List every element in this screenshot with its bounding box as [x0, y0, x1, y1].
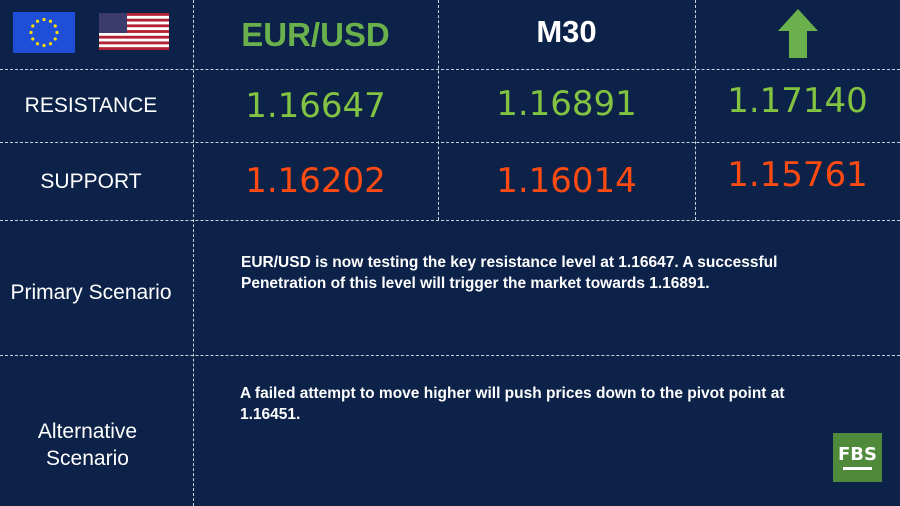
primary-scenario-label: Primary Scenario — [10, 281, 172, 304]
divider — [0, 355, 900, 356]
divider — [438, 0, 439, 220]
currency-pair: EUR/USD — [241, 15, 390, 53]
support-label: SUPPORT — [40, 170, 142, 193]
support-2: 1.16014 — [496, 161, 637, 201]
logo-text: FBS — [838, 443, 877, 465]
logo-underline — [843, 466, 872, 470]
eu-flag-icon — [13, 12, 75, 53]
support-3: 1.15761 — [727, 155, 868, 195]
divider — [193, 0, 194, 506]
alternative-scenario-text: A failed attempt to move higher will pus… — [240, 385, 785, 423]
resistance-1: 1.16647 — [245, 85, 386, 126]
divider — [0, 142, 900, 143]
support-1: 1.16202 — [245, 161, 386, 201]
us-flag-icon — [99, 13, 169, 50]
arrow-up-icon — [778, 9, 818, 58]
divider — [0, 69, 900, 70]
alternative-scenario-label: Alternative Scenario — [37, 420, 138, 470]
primary-scenario-text: EUR/USD is now testing the key resistanc… — [241, 254, 778, 292]
divider — [0, 220, 900, 221]
divider — [695, 0, 696, 220]
fbs-logo: FBS — [833, 433, 882, 482]
resistance-label: RESISTANCE — [24, 93, 158, 117]
timeframe: M30 — [536, 13, 597, 49]
resistance-3: 1.17140 — [727, 81, 868, 121]
resistance-2: 1.16891 — [496, 84, 637, 124]
